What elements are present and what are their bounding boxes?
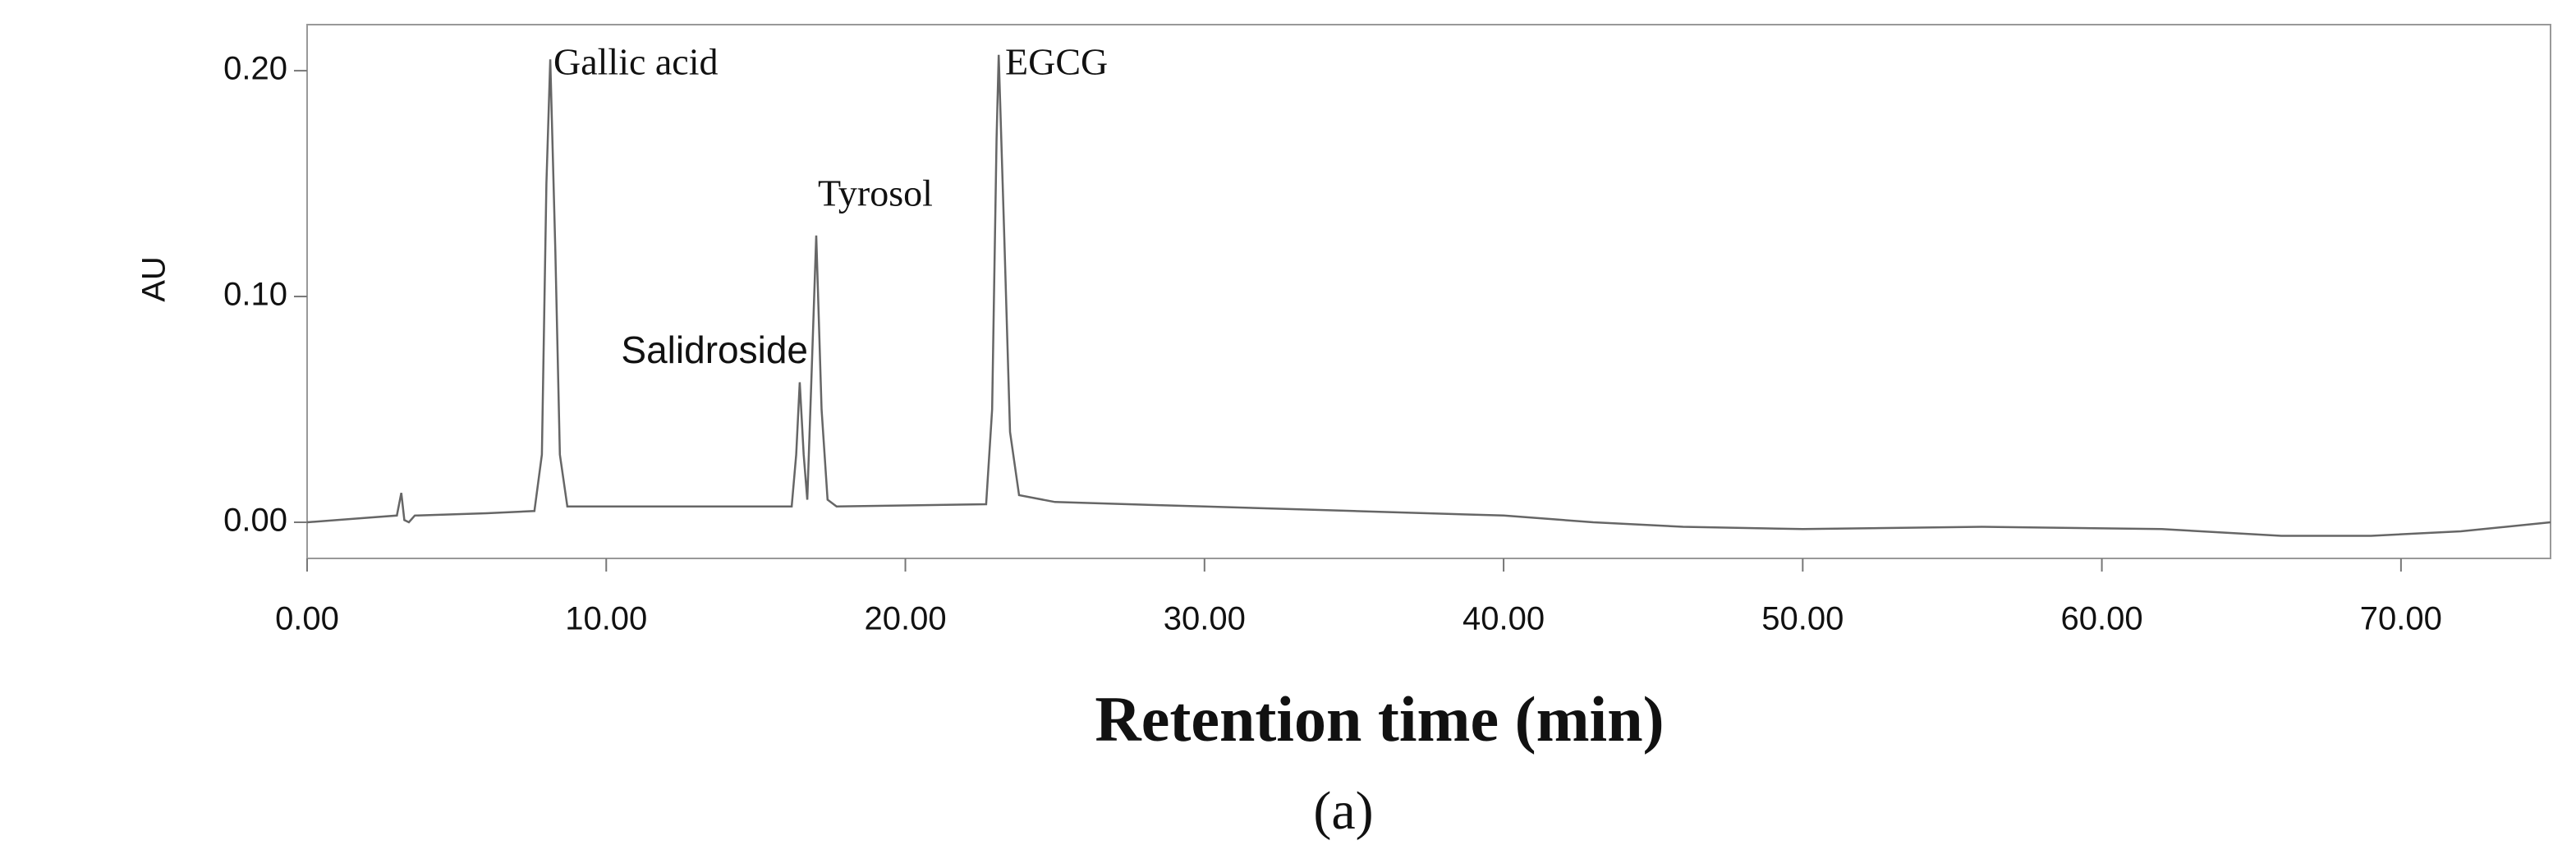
chromatogram-line <box>306 54 2551 537</box>
y-tick-label: 0.20 <box>223 51 287 87</box>
x-tick-label: 20.00 <box>864 601 946 637</box>
plot-frame <box>306 24 2551 559</box>
x-tick-label: 10.00 <box>565 601 647 637</box>
peak-label: Salidroside <box>621 328 808 371</box>
peak-label: Gallic acid <box>553 41 719 83</box>
caption: (a) <box>1313 781 1373 841</box>
y-tick-label: 0.00 <box>223 503 287 539</box>
x-tick-label: 0.00 <box>275 601 339 637</box>
x-tick-label: 40.00 <box>1462 601 1545 637</box>
x-tick-label: 60.00 <box>2061 601 2143 637</box>
peak-label: Tyrosol <box>818 172 933 214</box>
x-tick-label: 30.00 <box>1164 601 1246 637</box>
peak-label: EGCG <box>1005 41 1108 83</box>
y-axis-label: AU <box>136 256 172 302</box>
y-tick-label: 0.10 <box>223 277 287 313</box>
x-axis-label: Retention time (min) <box>1095 683 1664 755</box>
x-tick-label: 70.00 <box>2360 601 2442 637</box>
x-tick-label: 50.00 <box>1761 601 1844 637</box>
